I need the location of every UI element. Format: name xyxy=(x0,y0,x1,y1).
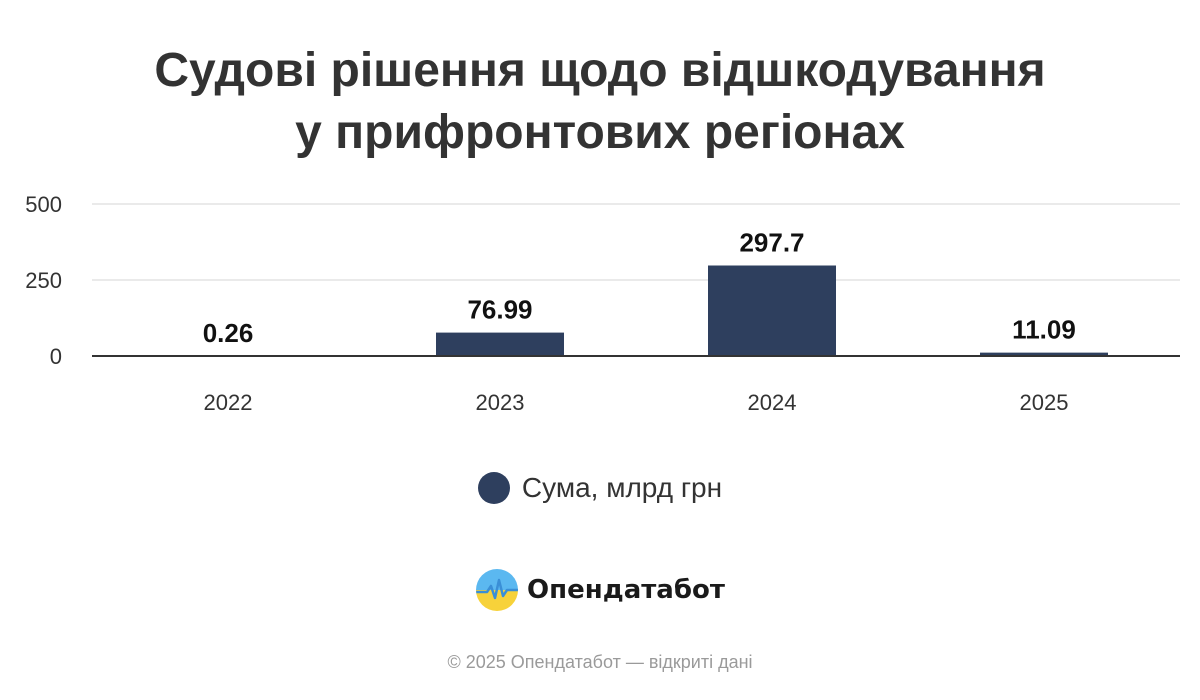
y-tick-label: 0 xyxy=(50,344,62,369)
y-tick-label: 250 xyxy=(25,268,62,293)
data-label: 0.26 xyxy=(203,318,254,348)
chart-title: Судові рішення щодо відшкодування у приф… xyxy=(0,40,1200,164)
x-tick-label: 2024 xyxy=(748,390,797,415)
chart-title-line-2: у прифронтових регіонах xyxy=(295,106,905,159)
x-tick-label: 2025 xyxy=(1020,390,1069,415)
copyright-text: © 2025 Опендатабот — відкриті дані xyxy=(447,652,753,672)
legend-swatch xyxy=(477,472,510,504)
chart-title-line-1: Судові рішення щодо відшкодування xyxy=(154,44,1046,97)
data-label: 297.7 xyxy=(739,227,804,257)
brand-name: Опендатабот xyxy=(527,575,725,605)
opendatabot-logo-icon xyxy=(476,569,519,611)
y-tick-label: 500 xyxy=(25,192,62,217)
bar xyxy=(708,265,836,356)
bar-chart: 0 250 500 0.26 2022 76.99 2023 297.7 2024 11.09 20… xyxy=(25,192,1180,415)
data-label: 11.09 xyxy=(1012,315,1076,345)
bar xyxy=(980,352,1108,356)
data-label: 76.99 xyxy=(467,295,532,325)
legend-label: Сума, млрд грн xyxy=(521,472,723,503)
x-tick-label: 2022 xyxy=(204,390,253,415)
brand-logo: Опендатабот xyxy=(0,568,1200,612)
x-tick-label: 2023 xyxy=(476,390,525,415)
bar xyxy=(436,332,564,356)
chart-legend[interactable]: Сума, млрд грн xyxy=(0,472,1200,504)
